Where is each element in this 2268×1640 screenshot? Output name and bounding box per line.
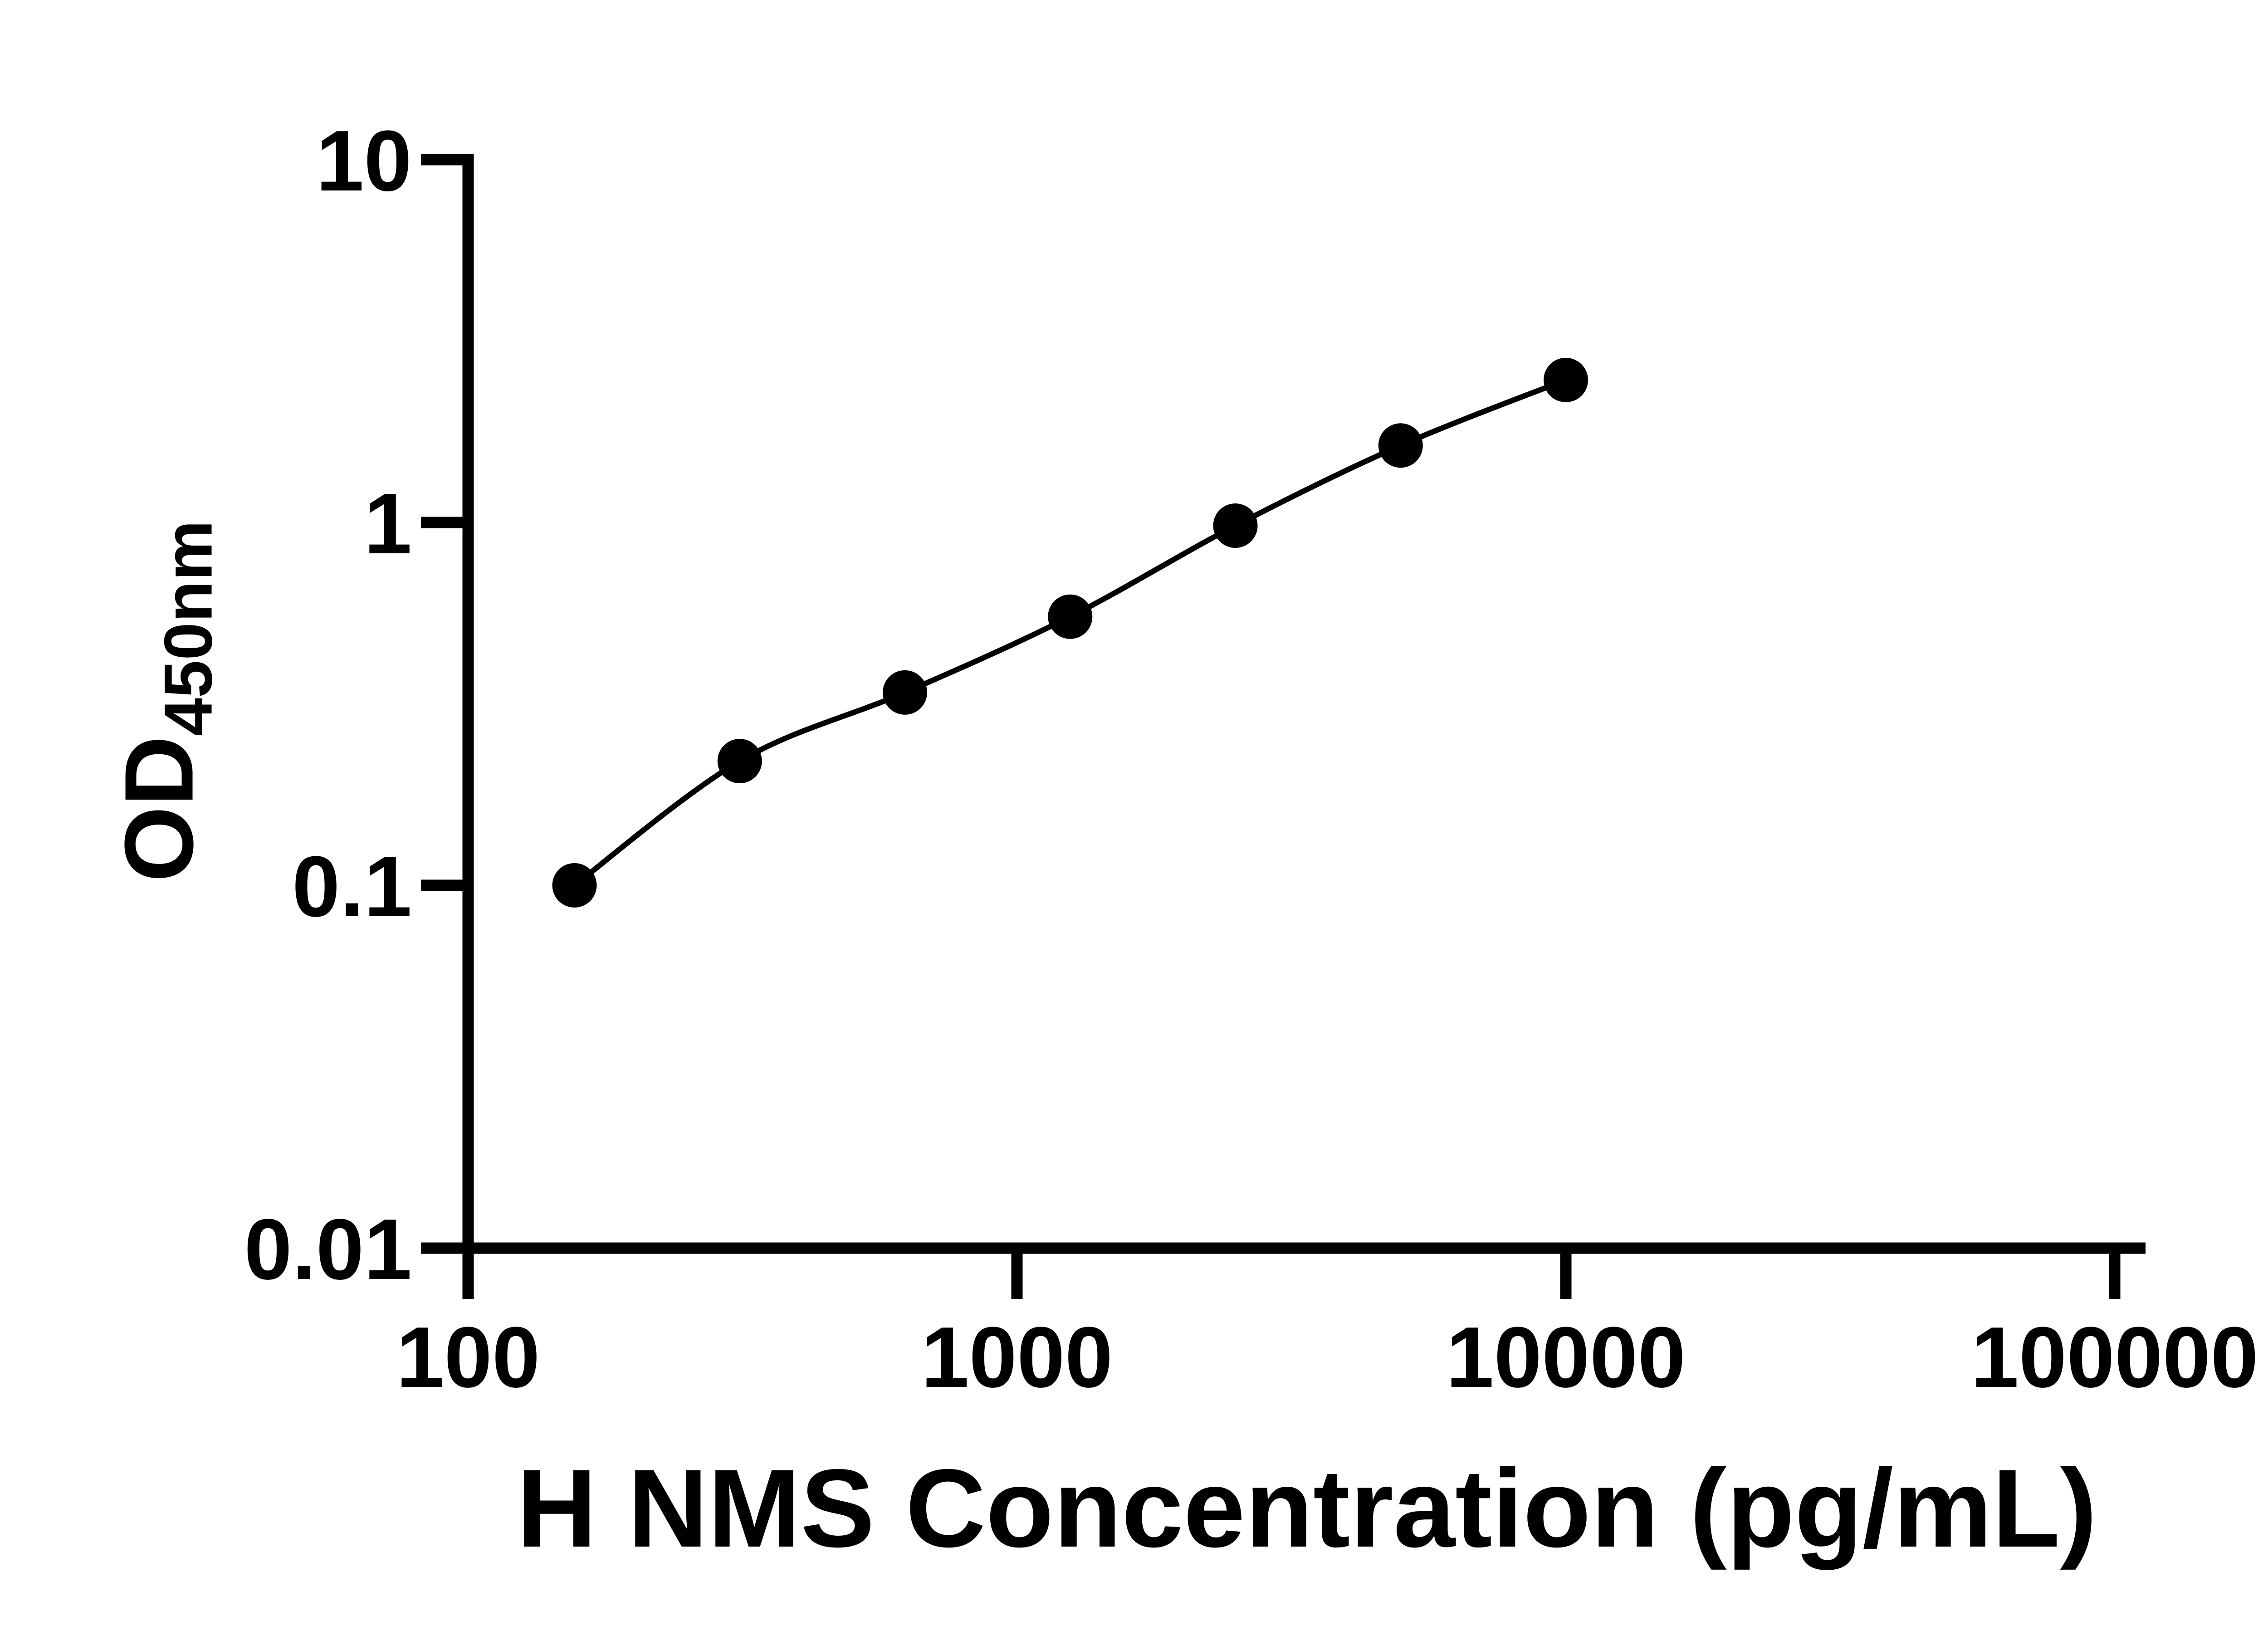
y-axis-title: OD450nm [104, 520, 226, 882]
y-axis-title-subscript: 450nm [150, 520, 226, 736]
ticks-group [421, 154, 2121, 1299]
x-axis-title: H NMS Concentration (pg/mL) [517, 1446, 2097, 1570]
x-tick-label: 10000 [1446, 1309, 1686, 1406]
elisa-standard-curve-figure: 100 1000 10000 100000 0.01 0.1 1 10 H NMS Conce… [18, 7, 2268, 1640]
axes-group [462, 154, 2146, 1254]
data-point-marker [1048, 594, 1093, 639]
tick-labels-group: 100 1000 10000 100000 0.01 0.1 1 10 [244, 113, 2258, 1406]
y-tick-label: 1 [364, 476, 412, 572]
y-axis-title-main: OD [104, 736, 214, 882]
chart-canvas: 100 1000 10000 100000 0.01 0.1 1 10 H NMS Conce… [244, 113, 2258, 1570]
y-tick-label: 10 [316, 113, 412, 209]
y-tick-label: 0.1 [292, 839, 412, 935]
data-point-marker [1213, 503, 1258, 548]
x-tick-label: 1000 [921, 1309, 1113, 1406]
x-tick-label: 100000 [1971, 1309, 2258, 1406]
y-tick-label: 0.01 [244, 1201, 412, 1298]
series-group [552, 357, 1588, 908]
data-point-marker [1378, 423, 1423, 468]
x-tick-label: 100 [396, 1309, 540, 1406]
data-point-marker [552, 863, 597, 908]
data-point-marker [717, 739, 762, 784]
data-point-marker [883, 670, 928, 715]
data-point-marker [1544, 357, 1588, 402]
